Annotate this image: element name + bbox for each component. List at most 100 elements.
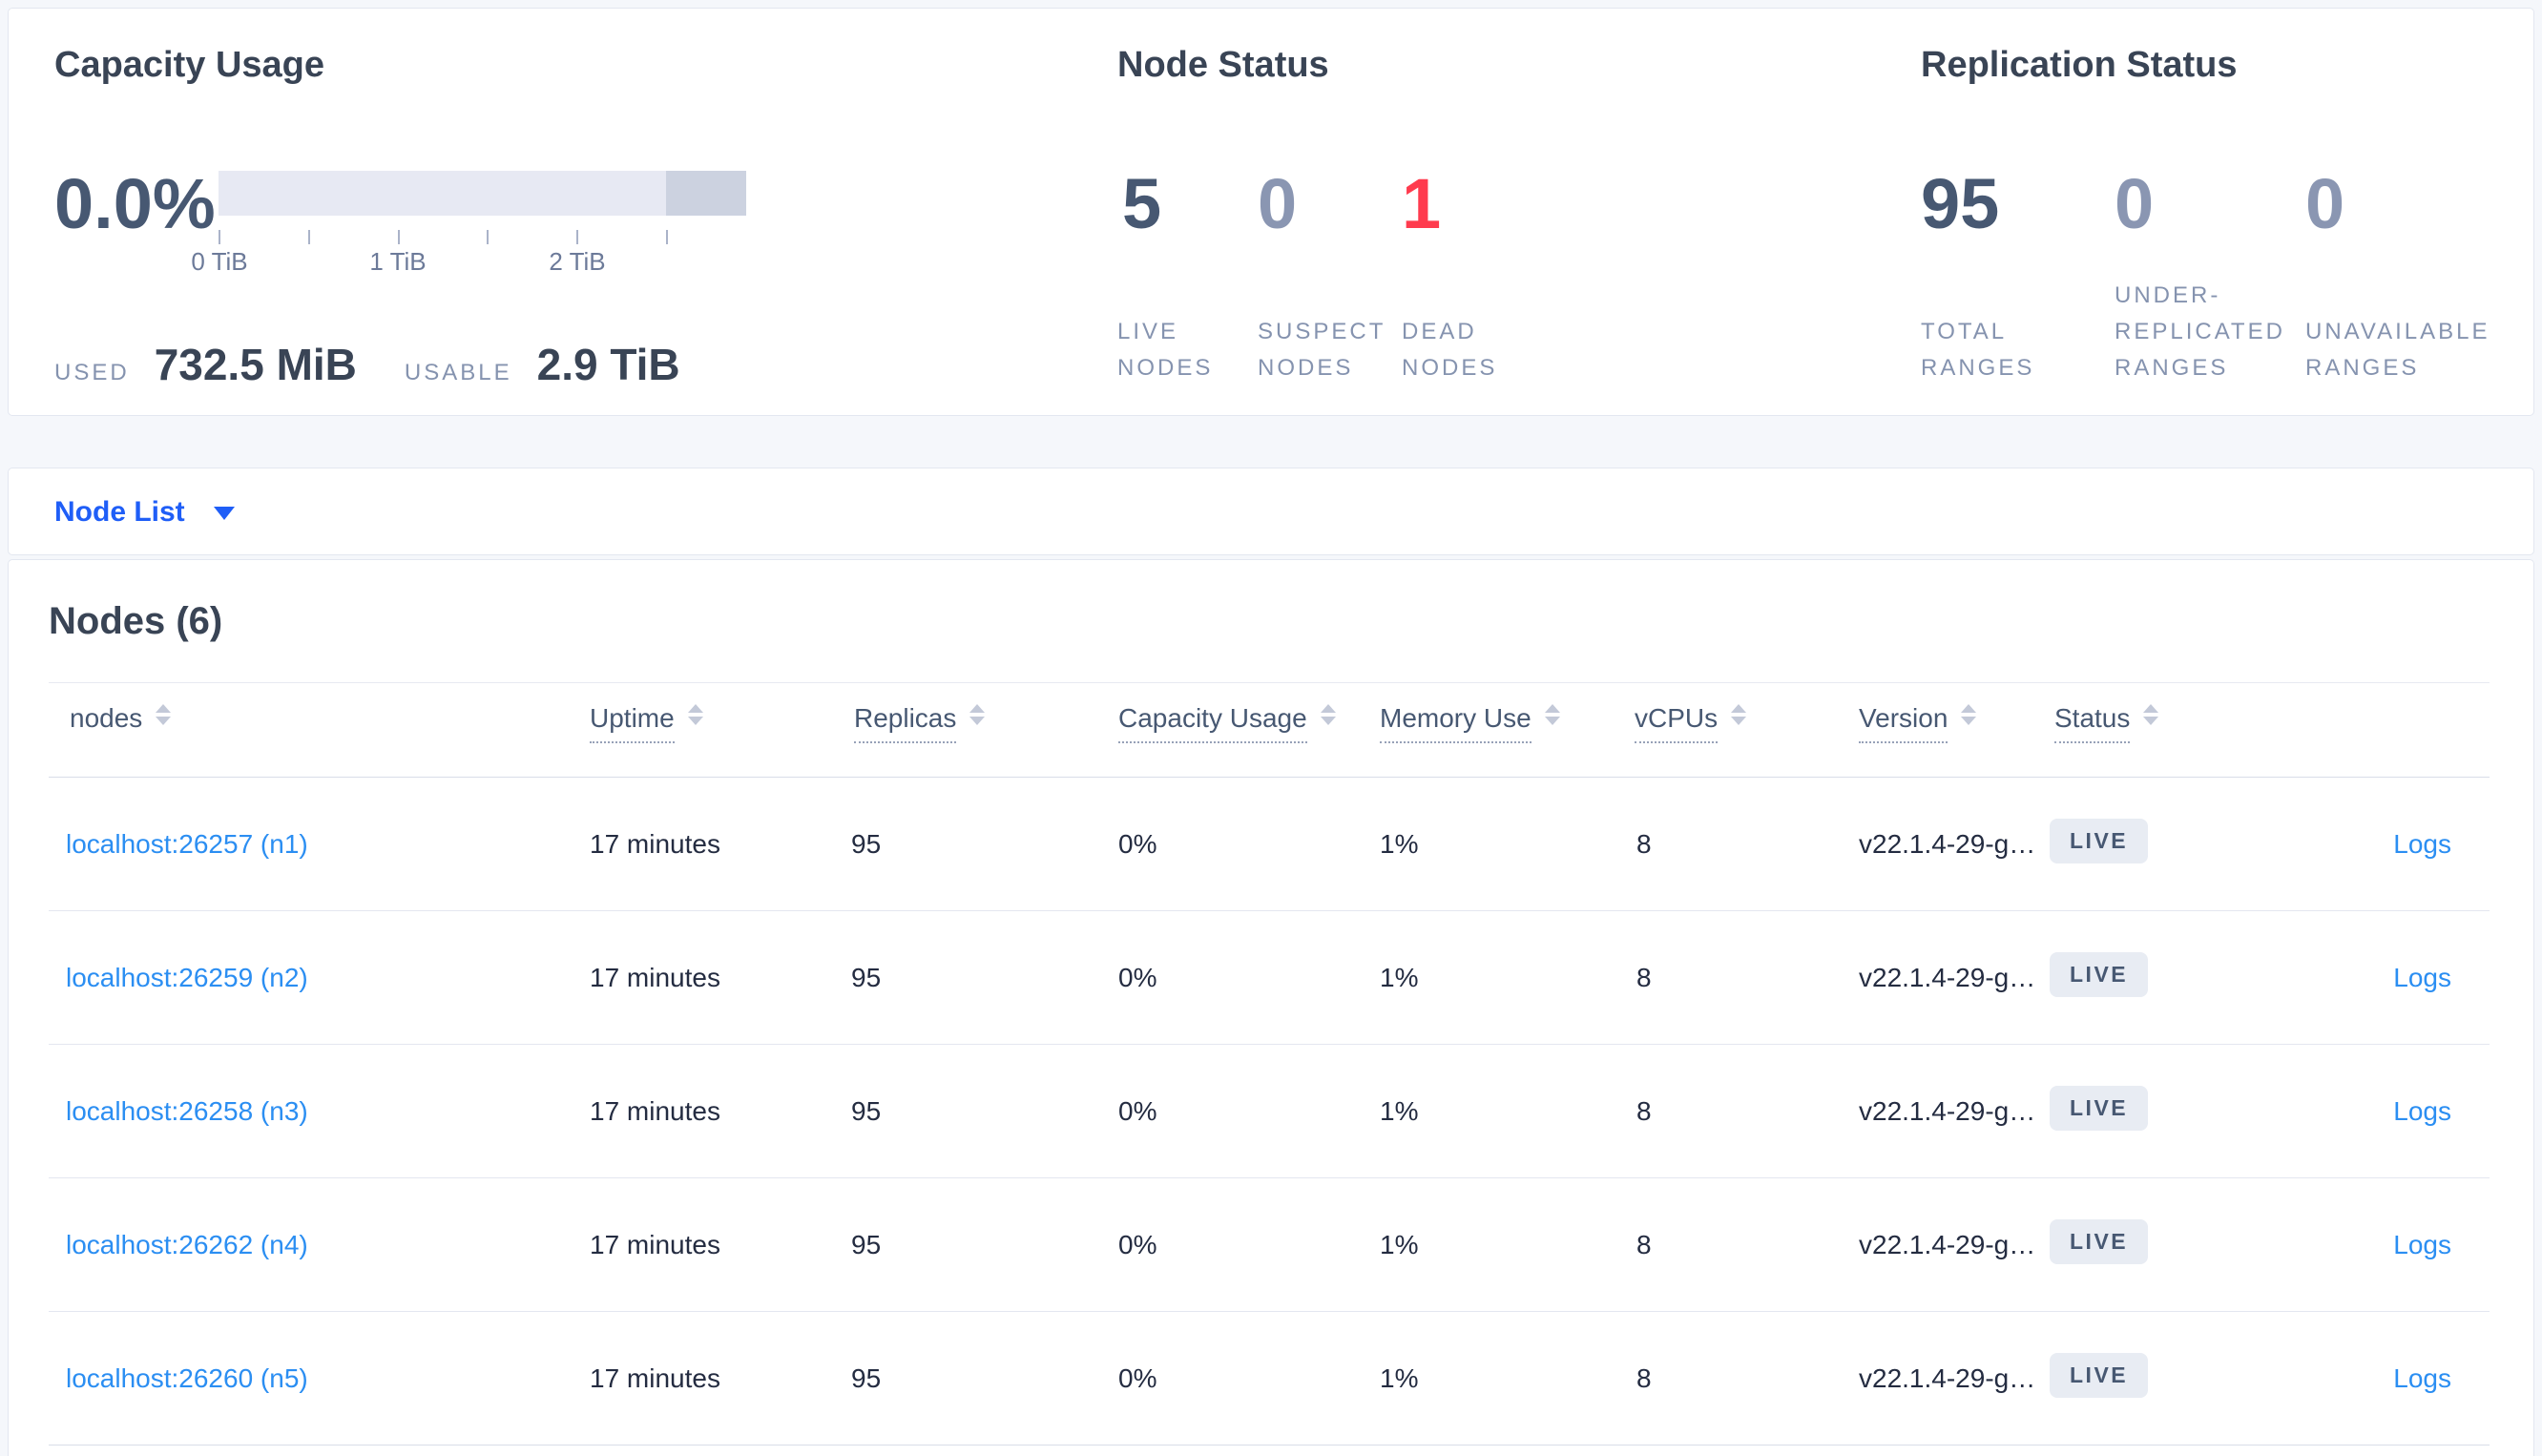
node-link[interactable]: localhost:26258 (n3) bbox=[66, 1096, 308, 1126]
capacity-bar-end-segment bbox=[666, 171, 746, 216]
under-replicated-label: UNDER-REPLICATED RANGES bbox=[2115, 282, 2285, 381]
replicas-cell: 95 bbox=[851, 963, 882, 992]
version-cell: v22.1.4-29-g… bbox=[1859, 1097, 2036, 1126]
row-divider bbox=[49, 1311, 2490, 1312]
nodes-table-title: Nodes (6) bbox=[49, 600, 223, 642]
column-header-memory-use[interactable]: Memory Use bbox=[1380, 703, 1560, 743]
sort-icon[interactable] bbox=[1961, 704, 1977, 725]
replicas-cell: 95 bbox=[851, 1363, 882, 1393]
logs-link[interactable]: Logs bbox=[2393, 1230, 2451, 1259]
memory-cell: 1% bbox=[1380, 1230, 1419, 1259]
row-divider bbox=[49, 910, 2490, 911]
table-row: localhost:26259 (n2) 17 minutes 95 0% 1%… bbox=[9, 910, 2533, 1044]
memory-cell: 1% bbox=[1380, 829, 1419, 859]
status-badge: LIVE bbox=[2050, 1219, 2149, 1264]
total-ranges-count: 95 bbox=[1921, 164, 2000, 243]
sort-icon[interactable] bbox=[2143, 704, 2159, 725]
unavailable-count: 0 bbox=[2305, 164, 2345, 243]
status-badge: LIVE bbox=[2050, 1353, 2149, 1398]
version-cell: v22.1.4-29-g… bbox=[1859, 1364, 2036, 1393]
row-divider bbox=[49, 1177, 2490, 1178]
axis-tick-label: 1 TiB bbox=[369, 247, 427, 276]
uptime-cell: 17 minutes bbox=[590, 1230, 720, 1259]
table-row: localhost:26262 (n4) 17 minutes 95 0% 1%… bbox=[9, 1177, 2533, 1311]
column-header-capacity-usage[interactable]: Capacity Usage bbox=[1118, 703, 1336, 743]
axis-tick-label: 0 TiB bbox=[191, 247, 248, 276]
column-header-label: Memory Use bbox=[1380, 703, 1531, 743]
axis-tick bbox=[487, 230, 489, 244]
replication-status-title: Replication Status bbox=[1921, 45, 2238, 85]
sort-icon[interactable] bbox=[1731, 704, 1747, 725]
node-status-title: Node Status bbox=[1117, 45, 1329, 85]
dead-nodes-label: DEAD NODES bbox=[1402, 319, 1498, 381]
replicas-cell: 95 bbox=[851, 1230, 882, 1259]
memory-cell: 1% bbox=[1380, 1363, 1419, 1393]
column-header-label: Capacity Usage bbox=[1118, 703, 1307, 743]
memory-cell: 1% bbox=[1380, 1096, 1419, 1126]
table-row: localhost:26260 (n5) 17 minutes 95 0% 1%… bbox=[9, 1311, 2533, 1445]
column-header-uptime[interactable]: Uptime bbox=[590, 703, 703, 743]
divider bbox=[49, 682, 2490, 683]
vcpus-cell: 8 bbox=[1636, 963, 1652, 992]
column-header-label: Status bbox=[2054, 703, 2131, 743]
column-header-version[interactable]: Version bbox=[1859, 703, 1977, 743]
column-header-vcpus[interactable]: vCPUs bbox=[1635, 703, 1747, 743]
capacity-cell: 0% bbox=[1118, 1230, 1157, 1259]
under-replicated-count: 0 bbox=[2115, 164, 2155, 243]
row-divider bbox=[49, 1044, 2490, 1045]
axis-tick bbox=[219, 230, 220, 244]
uptime-cell: 17 minutes bbox=[590, 963, 720, 992]
axis-tick bbox=[398, 230, 400, 244]
node-link[interactable]: localhost:26257 (n1) bbox=[66, 829, 308, 859]
sort-icon[interactable] bbox=[156, 704, 172, 725]
node-list-dropdown-label: Node List bbox=[54, 496, 185, 528]
logs-link[interactable]: Logs bbox=[2393, 1096, 2451, 1126]
capacity-usage-title: Capacity Usage bbox=[54, 45, 325, 85]
replicas-cell: 95 bbox=[851, 829, 882, 859]
capacity-cell: 0% bbox=[1118, 1363, 1157, 1393]
logs-link[interactable]: Logs bbox=[2393, 963, 2451, 992]
sort-icon[interactable] bbox=[1320, 704, 1336, 725]
node-link[interactable]: localhost:26260 (n5) bbox=[66, 1363, 308, 1393]
capacity-percent: 0.0% bbox=[54, 164, 216, 243]
table-row: localhost:26258 (n3) 17 minutes 95 0% 1%… bbox=[9, 1044, 2533, 1177]
column-header-status[interactable]: Status bbox=[2054, 703, 2159, 743]
vcpus-cell: 8 bbox=[1636, 1096, 1652, 1126]
capacity-cell: 0% bbox=[1118, 1096, 1157, 1126]
capacity-bar bbox=[219, 171, 746, 216]
axis-tick bbox=[308, 230, 310, 244]
logs-link[interactable]: Logs bbox=[2393, 1363, 2451, 1393]
vcpus-cell: 8 bbox=[1636, 1363, 1652, 1393]
column-header-label: Version bbox=[1859, 703, 1948, 743]
view-selector-bar: Node List bbox=[8, 468, 2534, 555]
used-value: 732.5 MiB bbox=[154, 340, 357, 389]
sort-icon[interactable] bbox=[687, 704, 703, 725]
column-header-nodes[interactable]: nodes bbox=[70, 703, 172, 734]
uptime-cell: 17 minutes bbox=[590, 1363, 720, 1393]
uptime-cell: 17 minutes bbox=[590, 1096, 720, 1126]
version-cell: v22.1.4-29-g… bbox=[1859, 964, 2036, 992]
suspect-nodes-label: SUSPECT NODES bbox=[1258, 319, 1386, 381]
sort-icon[interactable] bbox=[1544, 704, 1560, 725]
nodes-table-card: Nodes (6) nodes Uptime Replicas Capacity… bbox=[8, 559, 2534, 1456]
header-border bbox=[49, 777, 2490, 778]
uptime-cell: 17 minutes bbox=[590, 829, 720, 859]
memory-cell: 1% bbox=[1380, 963, 1419, 992]
status-badge: LIVE bbox=[2050, 1086, 2149, 1131]
unavailable-label: UNAVAILABLE RANGES bbox=[2305, 319, 2490, 381]
node-link[interactable]: localhost:26259 (n2) bbox=[66, 963, 308, 992]
row-divider bbox=[49, 1445, 2490, 1446]
column-header-label: Uptime bbox=[590, 703, 675, 743]
chevron-down-icon bbox=[213, 507, 235, 521]
node-list-dropdown[interactable]: Node List bbox=[54, 468, 235, 556]
sort-icon[interactable] bbox=[969, 704, 986, 725]
column-header-label: nodes bbox=[70, 703, 143, 733]
logs-link[interactable]: Logs bbox=[2393, 829, 2451, 859]
usable-label: USABLE bbox=[404, 360, 512, 385]
status-badge: LIVE bbox=[2050, 819, 2149, 863]
column-header-label: Replicas bbox=[854, 703, 957, 743]
node-link[interactable]: localhost:26262 (n4) bbox=[66, 1230, 308, 1259]
column-header-replicas[interactable]: Replicas bbox=[854, 703, 986, 743]
column-header-label: vCPUs bbox=[1635, 703, 1719, 743]
table-row: localhost:26257 (n1) 17 minutes 95 0% 1%… bbox=[9, 777, 2533, 910]
